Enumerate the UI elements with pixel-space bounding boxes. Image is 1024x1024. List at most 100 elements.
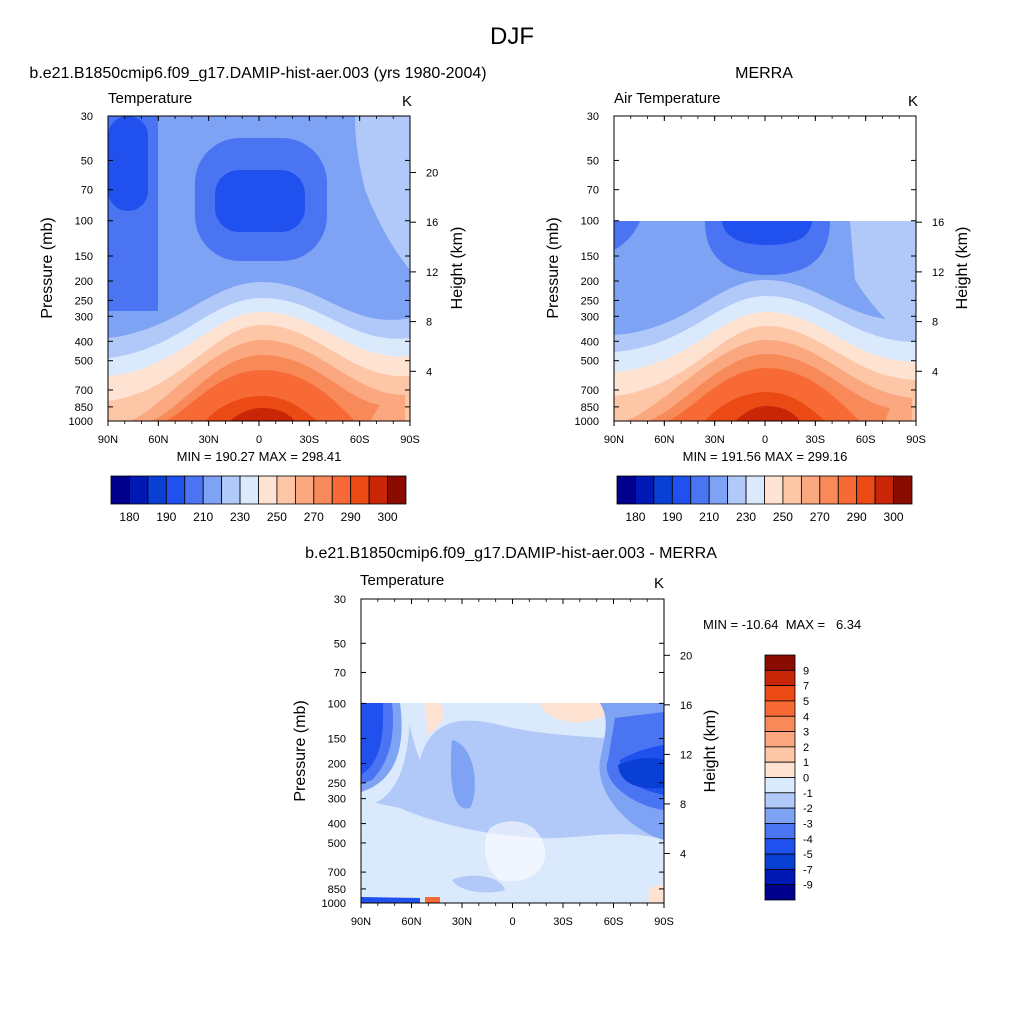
panel-diff-ylabel-right: Height (km)	[702, 710, 719, 793]
colorbar-swatch	[690, 475, 710, 505]
xtick-label: 90S	[654, 916, 674, 928]
colorbar-label: 230	[230, 510, 250, 524]
contour-model-l7	[165, 370, 355, 421]
panel-diff-left-label: Temperature	[360, 572, 444, 589]
contour-diff-surface-warm	[425, 897, 440, 903]
colorbar-label: 300	[378, 510, 398, 524]
contour-model-l9	[230, 408, 295, 421]
colorbar-label: 7	[803, 681, 809, 693]
panel-diff-stats: MIN = -10.64 MAX = 6.34	[703, 617, 861, 632]
colorbar-label: -2	[803, 803, 813, 815]
ytick-label: 300	[581, 311, 599, 323]
colorbar-label: 230	[736, 510, 756, 524]
colorbar-label: 210	[699, 510, 719, 524]
colorbar-label: 4	[803, 711, 809, 723]
ytick-label: 500	[75, 356, 93, 368]
xtick-label: 60S	[604, 916, 624, 928]
colorbar-swatch	[764, 838, 796, 855]
height-tick-label: 20	[426, 167, 438, 179]
colorbar-swatch	[893, 475, 913, 505]
colorbar-label: 180	[625, 510, 645, 524]
colorbar-label: 300	[884, 510, 904, 524]
ytick-label: 50	[334, 638, 346, 650]
height-tick-label: 16	[680, 700, 692, 712]
ytick-label: 100	[581, 216, 599, 228]
panel-model: b.e21.B1850cmip6.f09_g17.DAMIP-hist-aer.…	[29, 65, 486, 524]
ytick-label: 1000	[575, 416, 599, 428]
ytick-label: 1000	[322, 898, 346, 910]
colorbar-swatch	[276, 475, 296, 505]
xtick-label: 90N	[98, 434, 118, 446]
colorbar-swatch	[350, 475, 370, 505]
colorbar-swatch	[239, 475, 259, 505]
ytick-label: 30	[587, 111, 599, 123]
panel-diff-colorbar: 9 7 5 4 3 2 1 0 -1 -2 -3 -4 -5 -7 -9	[764, 654, 813, 901]
ytick-label: 300	[328, 794, 346, 806]
ytick-label: 200	[328, 758, 346, 770]
colorbar-swatch	[764, 669, 796, 687]
colorbar-label: 250	[773, 510, 793, 524]
ytick-label: 100	[75, 216, 93, 228]
colorbar-swatch	[764, 731, 796, 748]
ytick-label: 70	[587, 185, 599, 197]
contour-diff-cold-blob	[450, 740, 475, 809]
contour-model-np-core	[108, 116, 148, 211]
panel-obs-ylabel: Pressure (mb)	[545, 217, 562, 318]
height-tick-label: 4	[680, 848, 686, 860]
ytick-label: 50	[81, 155, 93, 167]
contour-obs-l9	[735, 406, 800, 421]
height-tick-label: 8	[680, 799, 686, 811]
ytick-label: 70	[334, 667, 346, 679]
colorbar-label: 1	[803, 757, 809, 769]
ytick-label: 150	[581, 251, 599, 263]
colorbar-swatch	[819, 475, 839, 505]
xtick-label: 0	[762, 434, 768, 446]
colorbar-label: 250	[267, 510, 287, 524]
ytick-label: 100	[328, 698, 346, 710]
xtick-label: 60S	[350, 434, 370, 446]
ytick-label: 250	[75, 295, 93, 307]
colorbar-swatch	[764, 823, 796, 840]
ytick-label: 850	[581, 402, 599, 414]
colorbar-label: 210	[193, 510, 213, 524]
height-tick-label: 12	[932, 267, 944, 279]
xtick-label: 30S	[806, 434, 826, 446]
colorbar-label: -5	[803, 849, 813, 861]
ytick-label: 700	[581, 385, 599, 397]
colorbar-swatch	[837, 475, 858, 505]
contour-diff-sp-deep	[618, 757, 664, 789]
colorbar-label: -1	[803, 788, 813, 800]
contour-diff-warm-right	[540, 703, 620, 723]
contour-diff-near-zero	[484, 821, 546, 882]
colorbar-label: 270	[810, 510, 830, 524]
colorbar-swatch	[764, 746, 796, 763]
colorbar-label: 270	[304, 510, 324, 524]
ytick-label: 200	[581, 276, 599, 288]
contour-diff-np-core	[361, 703, 384, 775]
colorbar-swatch	[764, 807, 796, 824]
ytick-label: 850	[328, 884, 346, 896]
colorbar-swatch	[368, 475, 388, 505]
height-tick-label: 4	[426, 366, 432, 378]
colorbar-swatch	[202, 475, 223, 505]
colorbar-swatch	[313, 475, 333, 505]
panel-model-title: b.e21.B1850cmip6.f09_g17.DAMIP-hist-aer.…	[29, 65, 486, 82]
height-tick-label: 4	[932, 366, 938, 378]
colorbar-swatch	[856, 475, 876, 505]
colorbar-swatch	[294, 475, 315, 505]
panel-model-left-label: Temperature	[108, 90, 192, 107]
panel-obs-title: MERRA	[735, 65, 793, 82]
panel-obs-left-label: Air Temperature	[614, 90, 720, 107]
panel-obs-unit-label: K	[908, 93, 918, 110]
ytick-label: 400	[75, 336, 93, 348]
colorbar-swatch	[764, 654, 796, 671]
ytick-label: 150	[328, 734, 346, 746]
contour-diff-low-blob	[452, 875, 505, 893]
colorbar-swatch	[635, 475, 655, 505]
xtick-label: 60N	[654, 434, 674, 446]
colorbar-swatch	[764, 715, 796, 732]
height-tick-label: 16	[426, 217, 438, 229]
xtick-label: 90N	[351, 916, 371, 928]
panel-model-ylabel: Pressure (mb)	[39, 217, 56, 318]
